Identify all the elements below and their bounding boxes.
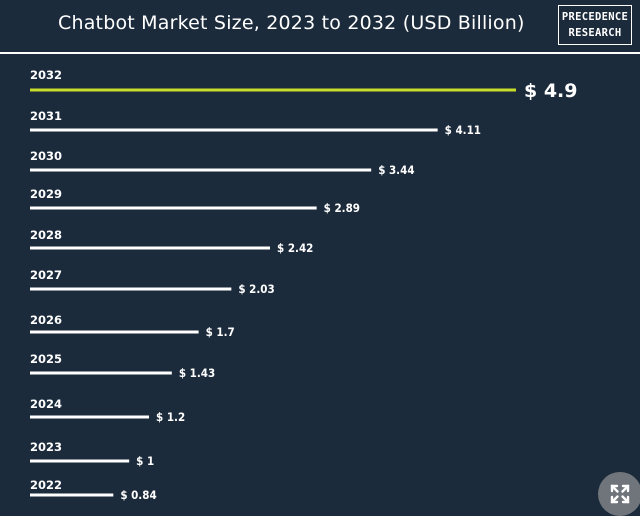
year-label-2023: 2023 [30,440,62,454]
expand-arrows-icon [610,484,630,504]
value-label-2030: $ 3.44 [378,163,414,177]
bar-2031 [30,128,438,132]
year-label-2031: 2031 [30,109,62,123]
value-label-2031: $ 4.11 [445,123,481,137]
bar-2032 [30,88,516,92]
bar-2023 [30,459,130,463]
bar-2024 [30,415,150,419]
year-label-2027: 2027 [30,268,62,282]
bar-2028 [30,246,271,250]
bar-2029 [30,206,317,210]
bar-2027 [30,287,232,291]
year-label-2026: 2026 [30,313,62,327]
logo-line-1: PRECEDENCE [561,11,629,23]
year-label-2024: 2024 [30,397,62,411]
precedence-research-logo: PRECEDENCE RESEARCH [558,5,632,45]
value-label-2025: $ 1.43 [179,366,215,380]
value-label-2024: $ 1.2 [156,410,185,424]
year-label-2025: 2025 [30,352,62,366]
bar-2025 [30,371,172,375]
logo-line-2: RESEARCH [568,27,622,39]
value-label-2029: $ 2.89 [324,201,360,215]
value-label-2022: $ 0.84 [120,488,156,502]
chart-header: Chatbot Market Size, 2023 to 2032 (USD B… [0,0,640,50]
header-divider [0,52,640,54]
bar-2030 [30,168,372,172]
year-label-2028: 2028 [30,228,62,242]
value-label-2023: $ 1 [136,454,154,468]
year-label-2029: 2029 [30,187,62,201]
year-label-2030: 2030 [30,149,62,163]
year-label-2032: 2032 [30,68,62,82]
value-label-2026: $ 1.7 [206,325,235,339]
bar-2026 [30,330,199,334]
value-label-2027: $ 2.03 [238,282,274,296]
year-label-2022: 2022 [30,478,62,492]
expand-button[interactable] [598,472,640,516]
bar-2022 [30,493,114,497]
value-label-2032: $ 4.9 [524,80,578,102]
value-label-2028: $ 2.42 [277,241,313,255]
chart-title: Chatbot Market Size, 2023 to 2032 (USD B… [58,12,525,34]
